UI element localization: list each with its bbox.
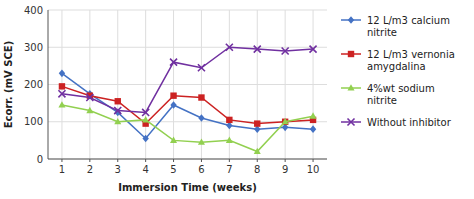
y-tick-label: 0 (37, 154, 43, 165)
legend-label: 12 L/m3 calciumnitrite (367, 15, 450, 38)
legend-label-line: nitrite (367, 27, 397, 38)
point (86, 107, 93, 113)
y-tick-label: 200 (24, 79, 43, 90)
point (115, 98, 121, 104)
y-tick-label: 100 (24, 116, 43, 127)
y-axis-label: Ecorr. (mV SCE) (3, 41, 14, 129)
point (58, 101, 65, 107)
legend-label: Without inhibitor (367, 117, 452, 128)
x-axis-label: Immersion Time (weeks) (118, 182, 257, 193)
grid-line (201, 10, 202, 159)
grid-line (117, 10, 118, 159)
y-axis (48, 10, 49, 159)
grid-line (89, 10, 90, 159)
y-tick-label: 400 (24, 5, 43, 16)
point (142, 135, 148, 143)
point (198, 138, 205, 144)
point (114, 107, 121, 114)
plot-area (58, 44, 316, 154)
point (59, 83, 65, 89)
point (170, 137, 177, 143)
x-tick-label: 2 (87, 164, 93, 175)
point (86, 94, 93, 101)
chart: 0 100 200 300 400 1 2 3 4 5 6 7 8 9 10 Immersion Time (… (0, 0, 474, 199)
point (226, 44, 233, 51)
legend-label-line: Without inhibitor (367, 117, 452, 128)
legend-label: 4%wt sodiumnitrite (367, 83, 435, 106)
x-tick-label: 5 (170, 164, 176, 175)
legend-label-line: nitrite (367, 95, 397, 106)
series-line (62, 73, 313, 138)
point (226, 117, 232, 123)
legend-label-line: amygdalina (367, 61, 426, 72)
legend-marker (347, 118, 354, 125)
point (114, 118, 121, 124)
point (142, 109, 149, 116)
point (310, 46, 317, 53)
legend-marker (348, 16, 354, 24)
x-tick-label: 4 (142, 164, 148, 175)
x-tick-label: 7 (226, 164, 232, 175)
point (254, 148, 261, 154)
x-tick-label: 1 (59, 164, 65, 175)
legend-label-line: 12 L/m3 calcium (367, 15, 450, 26)
point (254, 120, 260, 126)
x-tick-label: 10 (307, 164, 320, 175)
point (282, 118, 289, 124)
legend-marker (347, 84, 354, 90)
point (198, 64, 205, 71)
point (282, 47, 289, 54)
grid (48, 10, 327, 159)
grid-line (257, 10, 258, 159)
x-tick-label: 6 (198, 164, 204, 175)
point (198, 94, 204, 100)
grid-line (48, 159, 327, 160)
series-line (62, 86, 313, 123)
point (254, 46, 261, 53)
x-tick-label: 9 (282, 164, 288, 175)
series-line (62, 47, 313, 112)
point (198, 114, 204, 122)
point (170, 59, 177, 66)
x-tick-label: 3 (115, 164, 121, 175)
x-axis (48, 159, 327, 160)
legend-marker (348, 51, 354, 57)
y-tick-label: 300 (24, 42, 43, 53)
grid-line (313, 10, 314, 159)
point (226, 137, 233, 143)
point (58, 90, 65, 97)
point (142, 116, 149, 122)
point (170, 101, 176, 109)
legend-label: 12 L/m3 vernoniaamygdalina (367, 49, 455, 72)
point (310, 125, 316, 133)
point (310, 112, 317, 118)
series-line (62, 105, 313, 152)
legend-label-line: 12 L/m3 vernonia (367, 49, 455, 60)
point (59, 69, 65, 77)
x-tick-label: 8 (254, 164, 260, 175)
legend: 12 L/m3 calciumnitrite12 L/m3 vernoniaam… (341, 15, 455, 128)
grid-line (285, 10, 286, 159)
point (170, 92, 176, 98)
legend-label-line: 4%wt sodium (367, 83, 435, 94)
